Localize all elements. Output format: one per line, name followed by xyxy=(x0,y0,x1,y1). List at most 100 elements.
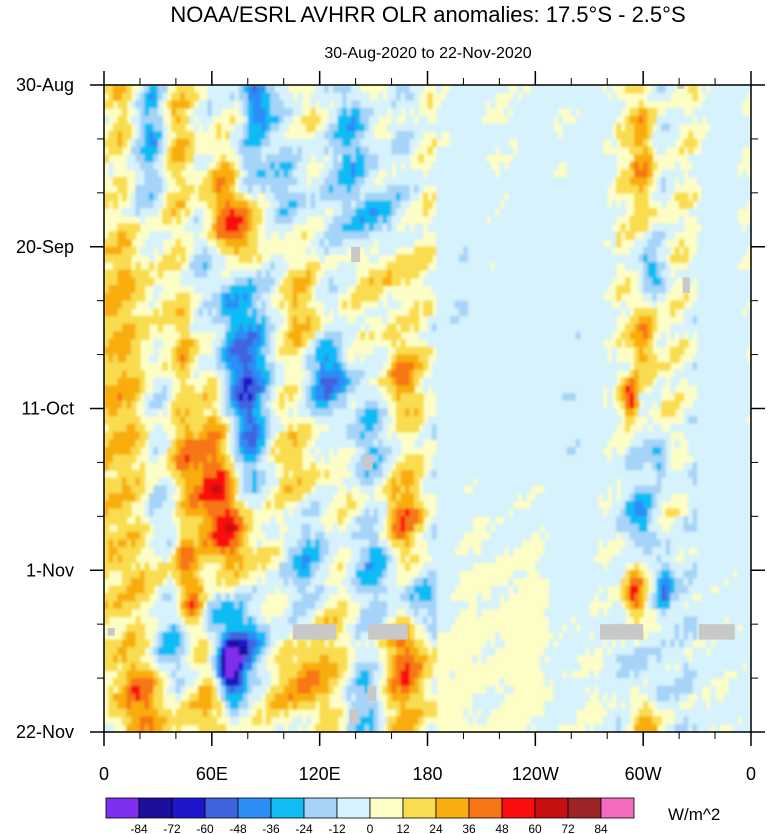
heatmap-cell xyxy=(634,323,640,333)
heatmap-cell xyxy=(683,254,689,263)
heatmap-cell xyxy=(279,123,285,132)
heatmap-cell xyxy=(333,162,339,171)
heatmap-cell xyxy=(157,239,164,248)
heatmap-cell xyxy=(449,85,456,94)
heatmap-cell xyxy=(575,85,581,94)
heatmap-cell xyxy=(539,254,545,263)
heatmap-cell xyxy=(463,92,469,101)
heatmap-cell xyxy=(742,385,748,394)
heatmap-cell xyxy=(688,115,694,125)
heatmap-cell xyxy=(274,115,280,125)
heatmap-cell xyxy=(175,208,181,217)
heatmap-cell xyxy=(440,192,447,202)
heatmap-cell xyxy=(229,292,235,302)
heatmap-cell xyxy=(234,277,240,286)
heatmap-cell xyxy=(449,223,456,232)
heatmap-cell xyxy=(530,246,536,256)
heatmap-cell xyxy=(216,300,222,309)
heatmap-cell xyxy=(431,416,438,425)
heatmap-cell xyxy=(211,85,217,94)
heatmap-cell xyxy=(346,100,352,109)
heatmap-cell xyxy=(189,408,195,417)
heatmap-cell xyxy=(108,362,114,371)
heatmap-cell xyxy=(108,346,114,356)
heatmap-cell xyxy=(580,308,586,317)
heatmap-cell xyxy=(485,192,491,202)
heatmap-cell xyxy=(405,162,411,171)
heatmap-cell xyxy=(517,246,523,256)
heatmap-cell xyxy=(665,277,671,286)
heatmap-cell xyxy=(328,108,334,117)
heatmap-cell xyxy=(216,108,222,117)
heatmap-cell xyxy=(715,246,721,256)
heatmap-cell xyxy=(319,208,325,217)
heatmap-cell xyxy=(117,262,123,271)
heatmap-cell xyxy=(274,316,280,325)
heatmap-cell xyxy=(616,231,622,240)
heatmap-cell xyxy=(701,339,707,348)
heatmap-cell xyxy=(387,192,393,202)
heatmap-cell xyxy=(337,316,343,325)
heatmap-cell xyxy=(719,393,725,402)
heatmap-cell xyxy=(306,154,312,163)
heatmap-cell xyxy=(638,169,644,179)
heatmap-cell xyxy=(229,200,235,209)
heatmap-cell xyxy=(629,108,635,117)
heatmap-cell xyxy=(454,123,460,132)
heatmap-cell xyxy=(643,177,649,186)
heatmap-cell xyxy=(130,369,137,379)
heatmap-cell xyxy=(503,408,509,417)
heatmap-cell xyxy=(207,262,213,271)
heatmap-cell xyxy=(157,123,164,132)
heatmap-cell xyxy=(521,115,527,125)
heatmap-cell xyxy=(719,292,725,302)
heatmap-cell xyxy=(463,246,469,256)
heatmap-cell xyxy=(467,177,474,186)
heatmap-cell xyxy=(562,277,568,286)
heatmap-cell xyxy=(153,200,159,209)
heatmap-cell xyxy=(121,423,128,433)
heatmap-cell xyxy=(737,108,743,117)
heatmap-cell xyxy=(355,162,361,171)
heatmap-cell xyxy=(467,369,474,379)
heatmap-cell xyxy=(117,369,123,379)
heatmap-cell xyxy=(270,277,276,286)
heatmap-cell xyxy=(706,185,712,194)
heatmap-cell xyxy=(202,316,208,325)
heatmap-cell xyxy=(112,246,119,256)
heatmap-cell xyxy=(742,269,748,279)
heatmap-cell xyxy=(292,215,298,225)
heatmap-cell xyxy=(225,215,231,225)
heatmap-cell xyxy=(445,323,451,333)
heatmap-cell xyxy=(553,85,559,94)
heatmap-cell xyxy=(458,262,465,271)
heatmap-cell xyxy=(458,269,465,279)
heatmap-cell xyxy=(274,100,280,109)
heatmap-cell xyxy=(279,285,285,294)
heatmap-cell xyxy=(715,369,721,379)
heatmap-cell xyxy=(449,262,456,271)
heatmap-cell xyxy=(229,239,235,248)
heatmap-cell xyxy=(463,115,469,125)
heatmap-cell xyxy=(391,185,397,194)
heatmap-cell xyxy=(521,393,527,402)
heatmap-cell xyxy=(306,331,312,340)
heatmap-cell xyxy=(211,393,217,402)
heatmap-cell xyxy=(557,138,563,148)
heatmap-cell xyxy=(409,92,415,101)
heatmap-cell xyxy=(184,323,190,333)
heatmap-cell xyxy=(472,254,478,263)
heatmap-cell xyxy=(400,92,406,101)
heatmap-cell xyxy=(580,138,586,148)
heatmap-cell xyxy=(121,208,128,217)
heatmap-cell xyxy=(207,316,213,325)
heatmap-cell xyxy=(193,316,199,325)
heatmap-cell xyxy=(157,285,164,294)
heatmap-cell xyxy=(449,138,456,148)
heatmap-cell xyxy=(548,108,554,117)
heatmap-cell xyxy=(710,269,716,279)
heatmap-cell xyxy=(535,246,541,256)
heatmap-cell xyxy=(130,269,137,279)
heatmap-cell xyxy=(521,108,527,117)
heatmap-cell xyxy=(548,316,554,325)
